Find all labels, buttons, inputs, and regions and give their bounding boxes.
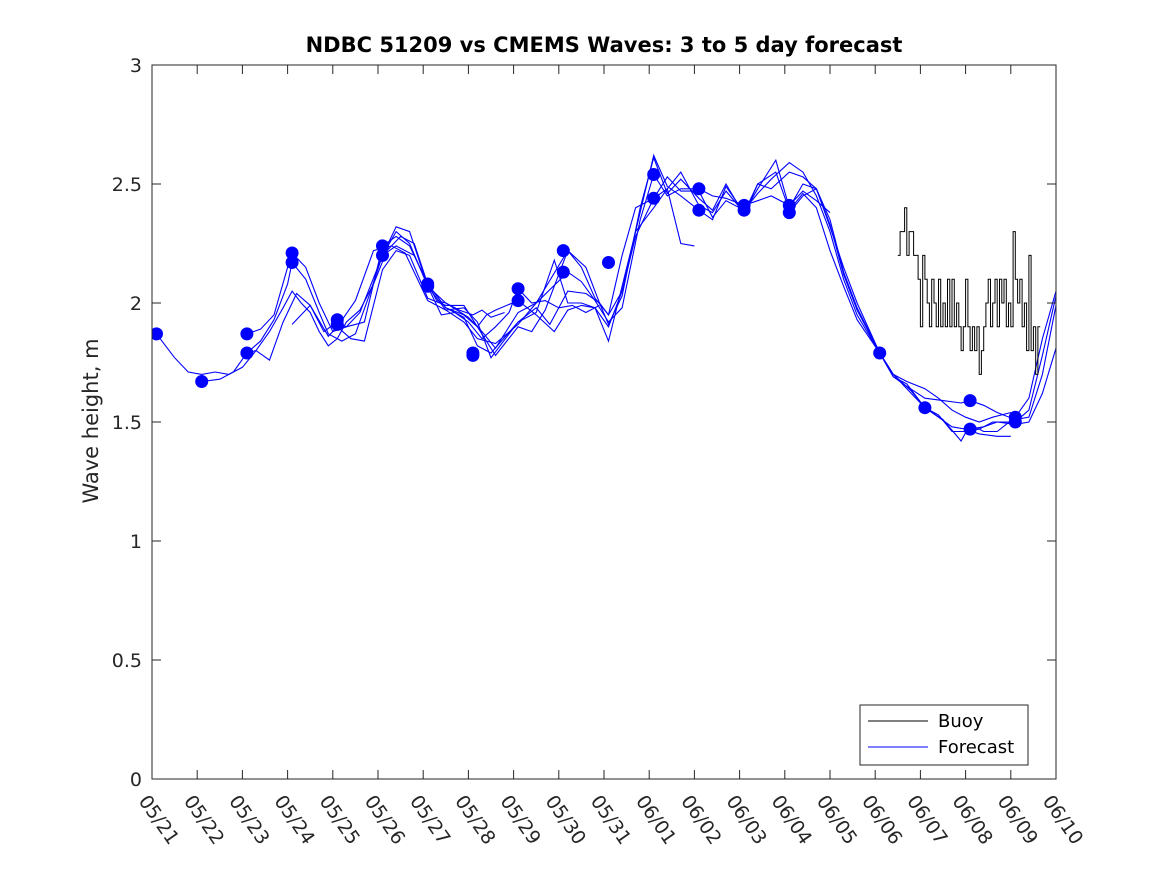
y-tick-label-1: 0.5: [112, 650, 142, 672]
buoy-line: [897, 207, 1041, 375]
forecast-marker-5: [285, 256, 299, 269]
forecast-marker-30: [963, 422, 977, 436]
plot-area: [152, 65, 1056, 779]
forecast-marker-26: [782, 206, 796, 220]
forecast-line-7: [427, 153, 1056, 442]
forecast-marker-24: [737, 203, 751, 217]
forecast-marker-32: [1008, 415, 1022, 429]
forecast-marker-9: [376, 248, 389, 262]
y-tick-label-0: 0: [130, 769, 142, 791]
forecast-marker-17: [556, 265, 570, 279]
y-axis-label: Wave height, m: [79, 338, 103, 503]
forecast-line-1: [201, 230, 600, 383]
forecast-marker-15: [511, 294, 525, 308]
forecast-marker-7: [330, 317, 344, 331]
legend-buoy-label: Buoy: [938, 711, 984, 732]
y-tick-label-2: 1: [130, 531, 142, 553]
forecast-line-6: [382, 156, 1056, 433]
forecast-marker-29: [963, 394, 977, 408]
forecast-marker-4: [285, 246, 299, 260]
forecast-marker-2: [240, 327, 254, 341]
forecast-marker-13: [466, 348, 480, 362]
y-tick-label-3: 1.5: [112, 412, 142, 434]
legend: Buoy Forecast: [859, 704, 1029, 766]
forecast-marker-8: [376, 239, 389, 253]
y-tick-label-4: 2: [130, 293, 142, 315]
plot-frame-fill: [152, 65, 1056, 779]
forecast-marker-0: [152, 327, 163, 341]
forecast-marker-22: [692, 203, 706, 217]
series-layer: [152, 153, 1056, 442]
forecast-marker-16: [556, 244, 570, 258]
forecast-line-4: [291, 161, 1011, 423]
forecast-marker-18: [602, 256, 615, 269]
forecast-marker-27: [873, 346, 887, 360]
legend-forecast-label: Forecast: [938, 737, 1014, 758]
forecast-marker-3: [240, 346, 254, 360]
forecast-marker-20: [647, 191, 661, 205]
chart-title: NDBC 51209 vs CMEMS Waves: 3 to 5 day fo…: [306, 33, 903, 57]
y-tick-label-5: 2.5: [112, 174, 142, 196]
forecast-marker-28: [918, 401, 932, 415]
forecast-marker-19: [647, 168, 661, 181]
legend-box: [859, 704, 1029, 766]
forecast-line-5: [336, 171, 1011, 437]
forecast-marker-14: [511, 282, 525, 296]
forecast-marker-1: [195, 375, 209, 388]
y-tick-label-6: 3: [130, 55, 142, 77]
forecast-marker-21: [692, 182, 706, 196]
forecast-marker-11: [421, 279, 435, 293]
